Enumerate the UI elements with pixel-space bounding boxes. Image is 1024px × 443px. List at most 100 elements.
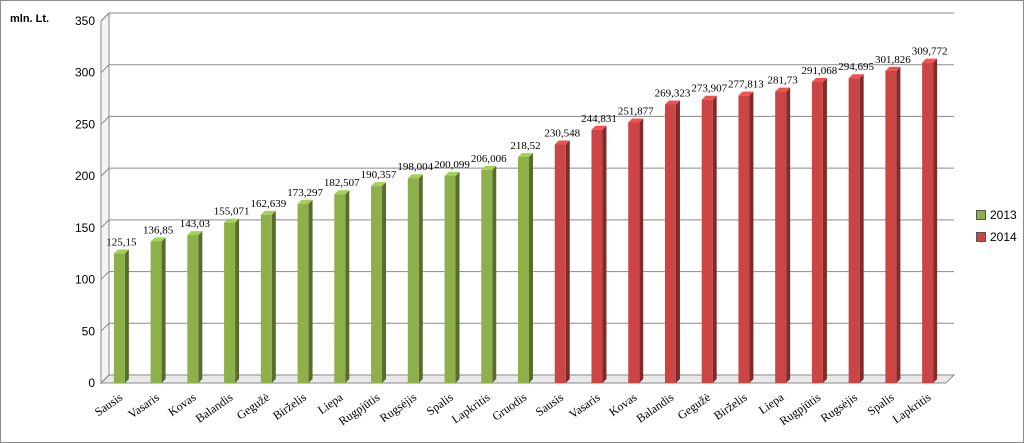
gridline-300 <box>100 64 954 74</box>
bar-2014-9-top <box>848 74 864 79</box>
x-tick-label-2014-9: Rugsėjis <box>818 390 860 425</box>
bar-2014-4 <box>664 104 676 384</box>
y-tick-label-0: 0 <box>88 376 95 390</box>
bar-2014-11-value-label: 309,772 <box>912 46 948 58</box>
bar-2013-5-value-label: 162,639 <box>250 198 286 210</box>
bar-2013-2-value-label: 136,85 <box>143 224 174 236</box>
bar-2013-7-top <box>334 190 350 195</box>
bar-2014-7-top <box>775 87 791 92</box>
bar-2013-8 <box>371 186 383 383</box>
legend-item-2014: 2014 <box>976 226 1017 248</box>
bar-2013-8-top <box>371 182 387 187</box>
bar-2013-2 <box>150 241 162 383</box>
x-tick-label-2013-1: Sausis <box>92 390 125 419</box>
bar-2014-3-top <box>628 118 644 123</box>
bar-2014-1-top <box>554 140 570 145</box>
bar-2014-8-top <box>811 77 827 82</box>
bar-2013-9-side <box>418 174 423 383</box>
bar-2014-2-value-label: 244,831 <box>581 113 617 125</box>
bar-2013-3-side <box>198 231 203 383</box>
bar-2013-10 <box>444 176 456 383</box>
x-tick-label-2014-5: Gegužė <box>675 390 713 422</box>
bar-2013-6-top <box>297 199 313 204</box>
x-tick-label-2014-1: Sausis <box>533 390 566 419</box>
x-tick-label-2013-4: Balandis <box>193 390 236 426</box>
bar-2013-8-value-label: 190,357 <box>361 169 397 181</box>
bar-2014-5-top <box>701 95 717 100</box>
y-tick-label-350: 350 <box>75 14 95 28</box>
x-tick-label-2013-12: Gruodis <box>490 390 530 424</box>
bar-2013-12-value-label: 218,52 <box>510 140 540 152</box>
bar-2013-2-top <box>150 237 166 242</box>
bar-2014-1-side <box>565 140 570 383</box>
bar-2013-2-side <box>161 237 166 383</box>
bar-2014-5-side <box>712 95 717 383</box>
bar-2014-2-side <box>602 125 607 384</box>
y-tick-label-300: 300 <box>75 66 95 80</box>
bar-2013-6-value-label: 173,297 <box>287 187 323 199</box>
legend-swatch-2014 <box>976 232 986 242</box>
bar-2013-11-value-label: 206,006 <box>471 153 507 165</box>
bar-2013-5-top <box>260 210 276 215</box>
bar-2014-5-value-label: 273,907 <box>691 83 727 95</box>
x-tick-label-2014-4: Balandis <box>634 390 677 426</box>
bar-2013-6-side <box>308 199 313 383</box>
x-tick-label-2014-2: Vasaris <box>566 390 603 422</box>
bar-2014-4-side <box>675 100 680 384</box>
bar-2013-9-value-label: 198,004 <box>397 161 433 173</box>
bar-2013-7 <box>334 194 346 383</box>
bar-2013-12-top <box>518 152 533 157</box>
legend-swatch-2013 <box>976 210 986 220</box>
bar-2014-4-top <box>664 100 680 105</box>
bar-2014-11-top <box>922 58 938 63</box>
bar-2014-8 <box>811 81 823 384</box>
bar-2013-4-top <box>224 218 240 223</box>
bar-2014-7-side <box>786 87 791 383</box>
bar-2014-5 <box>701 99 713 383</box>
gridline-350 <box>100 12 954 22</box>
x-tick-label-2013-11: Lapkritis <box>449 390 493 427</box>
x-tick-label-2013-8: Rugpjūtis <box>336 390 383 428</box>
bar-2013-3-value-label: 143,03 <box>180 218 211 230</box>
bar-2014-3 <box>628 122 640 384</box>
x-tick-label-2014-11: Lapkritis <box>890 390 934 427</box>
bar-2013-1 <box>113 253 125 383</box>
bar-2013-4 <box>224 222 236 383</box>
bar-2013-8-side <box>382 182 387 383</box>
legend-label-2014: 2014 <box>990 230 1017 244</box>
bar-2014-9 <box>848 78 860 383</box>
bar-2014-7 <box>775 91 787 383</box>
bar-2013-4-value-label: 155,071 <box>214 206 250 218</box>
bar-2013-4-side <box>235 218 240 383</box>
bar-2013-6 <box>297 203 309 383</box>
bar-2014-7-value-label: 281,73 <box>768 75 799 87</box>
bar-2013-11 <box>481 169 493 383</box>
bar-2013-10-top <box>444 172 460 177</box>
bar-2014-3-value-label: 251,877 <box>618 105 654 117</box>
bar-2014-1-value-label: 230,548 <box>544 128 580 140</box>
bar-2014-10-side <box>896 66 901 383</box>
bar-2014-6-value-label: 277,813 <box>728 79 764 91</box>
x-tick-label-2014-8: Rugpjūtis <box>777 390 824 428</box>
bar-2014-6 <box>738 95 750 383</box>
bar-2014-1 <box>554 144 566 383</box>
legend-label-2013: 2013 <box>990 208 1017 222</box>
bar-2014-11 <box>922 62 934 384</box>
bar-2013-1-value-label: 125,15 <box>106 237 137 249</box>
x-tick-label-2014-6: Birželis <box>711 390 750 423</box>
legend: 2013 2014 <box>976 204 1017 248</box>
bar-2013-1-top <box>113 249 129 254</box>
bar-2013-3 <box>187 235 199 383</box>
bar-2014-6-top <box>738 91 754 96</box>
bar-2014-8-value-label: 291,068 <box>802 65 838 77</box>
y-tick-label-200: 200 <box>75 169 95 183</box>
bar-2014-11-side <box>933 58 938 384</box>
bar-2014-2 <box>591 129 603 383</box>
y-tick-label-150: 150 <box>75 221 95 235</box>
y-tick-label-100: 100 <box>75 273 95 287</box>
bar-2013-10-side <box>455 172 460 383</box>
bar-2014-3-side <box>639 118 644 384</box>
y-tick-label-50: 50 <box>82 324 96 338</box>
